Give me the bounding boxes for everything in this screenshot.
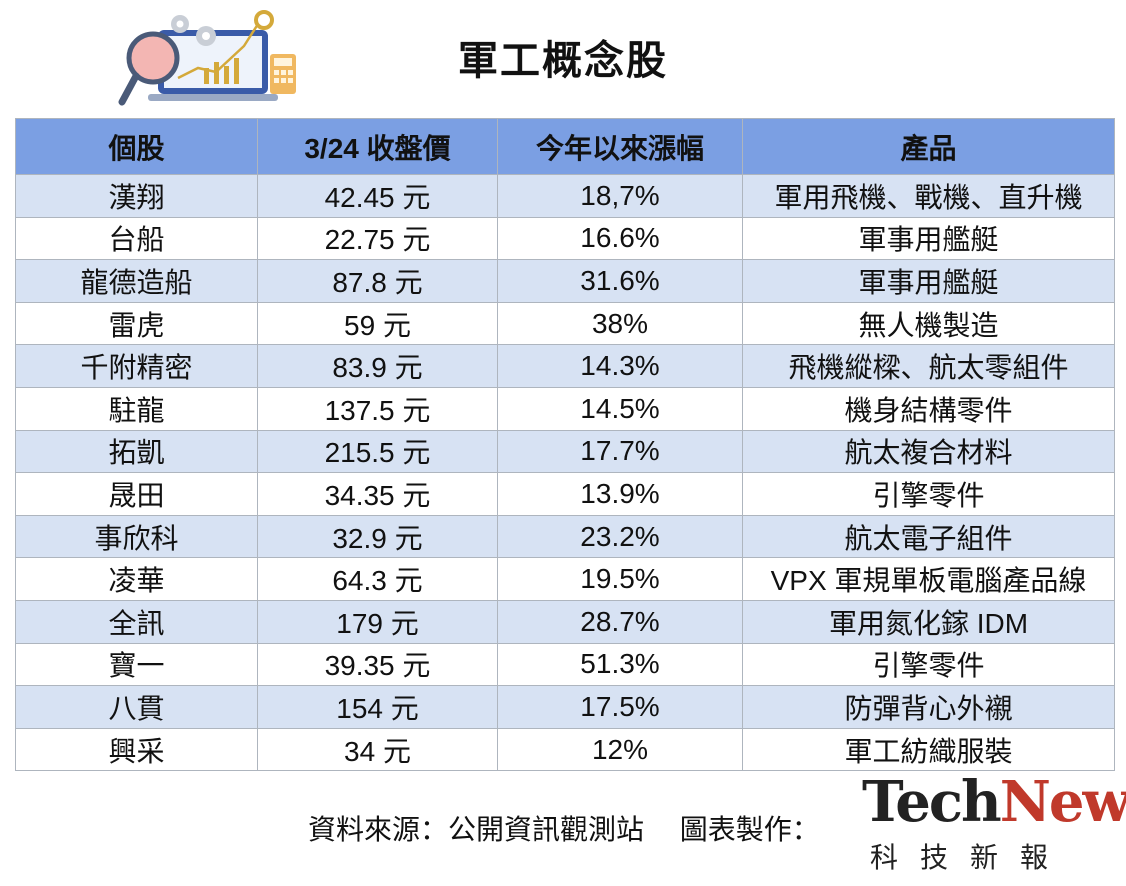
cell-product: 軍事用艦艇 (742, 259, 1115, 303)
brand-tech: Tech (862, 769, 1002, 835)
analytics-illustration-icon (118, 10, 296, 106)
cell-close-price: 179 元 (257, 599, 498, 644)
cell-product: 防彈背心外襯 (742, 685, 1115, 729)
header-close-price: 3/24 收盤價 (257, 118, 498, 175)
cell-stock: 拓凱 (15, 429, 258, 474)
cell-product: 軍用氮化鎵 IDM (742, 599, 1115, 644)
cell-close-price: 64.3 元 (257, 557, 498, 601)
cell-ytd-change: 28.7% (497, 599, 743, 644)
cell-ytd-change: 12% (497, 727, 743, 772)
brand-subtitle: 科技新報 (870, 842, 1071, 873)
cell-stock: 漢翔 (15, 174, 258, 218)
cell-ytd-change: 14.3% (497, 344, 743, 388)
table-row: 雷虎 59 元 38% 無人機製造 (15, 301, 1115, 346)
cell-close-price: 34.35 元 (257, 472, 498, 516)
cell-close-price: 32.9 元 (257, 514, 498, 559)
stock-table: 個股 3/24 收盤價 今年以來漲幅 產品 漢翔 42.45 元 18,7% 軍用飛機… (15, 118, 1115, 772)
table-row: 興采 34 元 12% 軍工紡織服裝 (15, 727, 1115, 772)
cell-ytd-change: 14.5% (497, 386, 743, 431)
header-stock: 個股 (15, 118, 258, 175)
table-row: 凌華 64.3 元 19.5% VPX 軍規單板電腦產品線 (15, 557, 1115, 601)
header-ytd-change: 今年以來漲幅 (497, 118, 743, 175)
table-body: 漢翔 42.45 元 18,7% 軍用飛機、戰機、直升機 台船 22.75 元 16.6% 軍… (15, 174, 1115, 772)
header-product: 產品 (742, 118, 1115, 175)
cell-close-price: 87.8 元 (257, 259, 498, 303)
cell-ytd-change: 17.5% (497, 685, 743, 729)
cell-stock: 駐龍 (15, 386, 258, 431)
technews-logo: TechNews 科技新報 (862, 772, 1126, 873)
cell-close-price: 154 元 (257, 685, 498, 729)
cell-close-price: 42.45 元 (257, 174, 498, 218)
table-row: 龍德造船 87.8 元 31.6% 軍事用艦艇 (15, 259, 1115, 303)
cell-product: 軍工紡織服裝 (742, 727, 1115, 772)
table-row: 全訊 179 元 28.7% 軍用氮化鎵 IDM (15, 599, 1115, 644)
table-row: 拓凱 215.5 元 17.7% 航太複合材料 (15, 429, 1115, 474)
cell-stock: 千附精密 (15, 344, 258, 388)
cell-product: 飛機縱樑、航太零組件 (742, 344, 1115, 388)
cell-product: VPX 軍規單板電腦產品線 (742, 557, 1115, 601)
cell-ytd-change: 19.5% (497, 557, 743, 601)
cell-stock: 晟田 (15, 472, 258, 516)
table-row: 事欣科 32.9 元 23.2% 航太電子組件 (15, 514, 1115, 559)
table-header-row: 個股 3/24 收盤價 今年以來漲幅 產品 (15, 118, 1115, 175)
cell-stock: 雷虎 (15, 301, 258, 346)
cell-product: 航太電子組件 (742, 514, 1115, 559)
cell-ytd-change: 38% (497, 301, 743, 346)
cell-close-price: 22.75 元 (257, 216, 498, 261)
cell-product: 軍事用艦艇 (742, 216, 1115, 261)
cell-product: 引擎零件 (742, 472, 1115, 516)
table-row: 駐龍 137.5 元 14.5% 機身結構零件 (15, 386, 1115, 431)
cell-ytd-change: 18,7% (497, 174, 743, 218)
table-row: 晟田 34.35 元 13.9% 引擎零件 (15, 472, 1115, 516)
table-row: 寶一 39.35 元 51.3% 引擎零件 (15, 642, 1115, 687)
table-row: 千附精密 83.9 元 14.3% 飛機縱樑、航太零組件 (15, 344, 1115, 388)
cell-stock: 台船 (15, 216, 258, 261)
page-title: 軍工概念股 (458, 39, 668, 83)
cell-ytd-change: 16.6% (497, 216, 743, 261)
cell-product: 軍用飛機、戰機、直升機 (742, 174, 1115, 218)
cell-stock: 全訊 (15, 599, 258, 644)
cell-close-price: 83.9 元 (257, 344, 498, 388)
table-row: 台船 22.75 元 16.6% 軍事用艦艇 (15, 216, 1115, 261)
cell-ytd-change: 17.7% (497, 429, 743, 474)
cell-ytd-change: 31.6% (497, 259, 743, 303)
table-row: 八貫 154 元 17.5% 防彈背心外襯 (15, 685, 1115, 729)
cell-stock: 龍德造船 (15, 259, 258, 303)
cell-product: 機身結構零件 (742, 386, 1115, 431)
brand-news: News (999, 769, 1126, 835)
cell-close-price: 39.35 元 (257, 642, 498, 687)
cell-close-price: 59 元 (257, 301, 498, 346)
cell-product: 引擎零件 (742, 642, 1115, 687)
brand-wordmark: TechNews (862, 772, 1126, 832)
table-row: 漢翔 42.45 元 18,7% 軍用飛機、戰機、直升機 (15, 174, 1115, 218)
cell-stock: 事欣科 (15, 514, 258, 559)
cell-stock: 八貫 (15, 685, 258, 729)
cell-stock: 凌華 (15, 557, 258, 601)
cell-close-price: 137.5 元 (257, 386, 498, 431)
cell-close-price: 215.5 元 (257, 429, 498, 474)
data-source-text: 資料來源：公開資訊觀測站 圖表製作： (308, 814, 820, 845)
cell-stock: 興采 (15, 727, 258, 772)
cell-ytd-change: 13.9% (497, 472, 743, 516)
cell-stock: 寶一 (15, 642, 258, 687)
cell-ytd-change: 23.2% (497, 514, 743, 559)
cell-product: 航太複合材料 (742, 429, 1115, 474)
cell-close-price: 34 元 (257, 727, 498, 772)
cell-product: 無人機製造 (742, 301, 1115, 346)
cell-ytd-change: 51.3% (497, 642, 743, 687)
